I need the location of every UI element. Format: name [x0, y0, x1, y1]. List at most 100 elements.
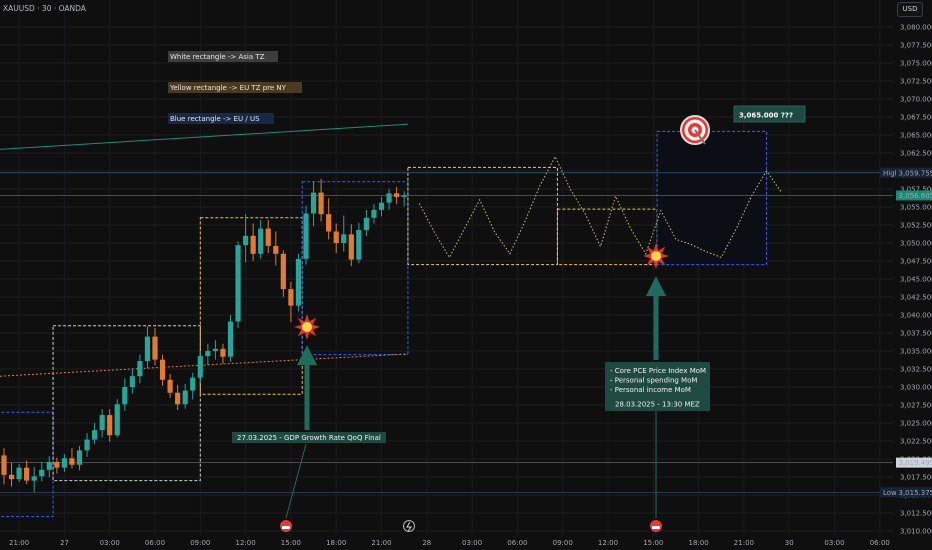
- time-tick: 12:00: [236, 539, 256, 547]
- candle-body: [378, 202, 385, 210]
- time-tick: 21:00: [9, 539, 29, 547]
- candle: [243, 214, 249, 263]
- candle: [1, 448, 7, 485]
- gdp-connector: [285, 443, 307, 519]
- candle-body: [243, 235, 249, 246]
- candle: [144, 326, 151, 369]
- low-price-tag: 3,015.375: [896, 487, 932, 498]
- currency-button[interactable]: USD: [897, 2, 923, 17]
- tag-text: 3,059.755: [899, 169, 932, 177]
- tag-text: Low: [883, 489, 897, 497]
- candle-body: [205, 351, 211, 357]
- arrow-head: [297, 345, 317, 365]
- candle: [129, 368, 135, 394]
- badge-bg: [232, 432, 386, 443]
- candle-body: [197, 356, 203, 378]
- pce-item: - Personal income MoM: [610, 386, 691, 394]
- candle-body: [167, 379, 173, 393]
- annotations: White rectangle -> Asia TZ Yellow rectang…: [168, 51, 806, 443]
- candle-body: [129, 376, 135, 387]
- gdp-annotation: 27.03.2025 - GDP Growth Rate QoQ Final: [232, 432, 386, 443]
- legend-note: Blue rectangle -> EU / US: [168, 113, 274, 124]
- target-icon: [680, 115, 710, 145]
- high-price-tag: 3,059.755: [896, 167, 932, 178]
- candle: [258, 219, 264, 259]
- candle-body: [76, 450, 83, 465]
- legend-note: Yellow rectangle -> EU TZ pre NY: [168, 82, 302, 93]
- badge-bg: [605, 362, 710, 411]
- time-tick: 27: [60, 539, 69, 547]
- time-tick: 06:00: [507, 539, 527, 547]
- arrow-head: [646, 276, 666, 296]
- white-rectangle: [52, 325, 201, 482]
- us-flag-event-icon: [650, 520, 662, 532]
- candle-body: [107, 415, 113, 436]
- candle: [386, 189, 392, 210]
- candle: [371, 204, 377, 224]
- time-tick: 12:00: [598, 539, 618, 547]
- candle-body: [122, 387, 128, 405]
- price-tick: 3,062.500: [900, 150, 932, 158]
- price-tick: 3,012.500: [900, 510, 932, 518]
- time-tick: 18:00: [689, 539, 709, 547]
- candle: [167, 374, 173, 398]
- trend-lines: [0, 123, 893, 493]
- tag-bg: [880, 487, 896, 498]
- target-annotation: 3,065.000 ???: [733, 105, 806, 123]
- badge-text: Yellow rectangle -> EU TZ pre NY: [169, 84, 287, 92]
- candle: [159, 354, 166, 386]
- time-tick: 09:00: [553, 539, 573, 547]
- price-tick: 3,025.000: [900, 420, 932, 428]
- candle-body: [84, 439, 90, 451]
- candle: [84, 433, 90, 457]
- candle-body: [54, 461, 60, 468]
- price-tick: 3,067.500: [900, 114, 932, 122]
- time-axis[interactable]: 21:00 27 03:00 06:00 09:00 12:00 15:00 18:00 21:…: [0, 536, 893, 550]
- economic-event-markers: [280, 520, 662, 532]
- candle-body: [310, 192, 317, 214]
- candle-body: [212, 348, 218, 351]
- explosion-icon: [294, 314, 320, 340]
- candle-body: [137, 361, 143, 377]
- candle: [152, 327, 158, 366]
- candle: [401, 191, 407, 207]
- candle-body: [235, 245, 241, 322]
- candle-body: [303, 213, 309, 259]
- time-tick: 15:00: [643, 539, 663, 547]
- candle: [8, 462, 15, 487]
- candle: [24, 460, 30, 485]
- candle: [250, 223, 256, 261]
- candle-body: [182, 390, 188, 405]
- candle: [31, 466, 37, 493]
- price-tick: 3,047.500: [900, 258, 932, 266]
- candle-body: [24, 467, 30, 481]
- candle-body: [152, 336, 158, 360]
- time-tick: 03:00: [462, 539, 482, 547]
- candle-body: [61, 458, 67, 468]
- price-tick: 3,032.500: [900, 366, 932, 374]
- candle-body: [273, 245, 279, 254]
- candle: [303, 205, 309, 265]
- yellow-rectangle: [556, 208, 658, 266]
- tag-bg: [880, 167, 896, 178]
- target-dart: [694, 129, 706, 145]
- lower-trend-line: [0, 353, 408, 377]
- candle-body: [371, 209, 377, 218]
- time-tick: 21:00: [371, 539, 391, 547]
- price-tick: 3,052.500: [900, 222, 932, 230]
- low-label: Low: [880, 487, 897, 498]
- time-tick: 28: [422, 539, 431, 547]
- candle: [175, 384, 181, 411]
- price-tick: 3,077.500: [900, 42, 932, 50]
- gdp-arrow: [297, 345, 317, 430]
- price-tick: 3,055.000: [900, 204, 932, 212]
- candle: [197, 351, 203, 384]
- candle: [310, 181, 317, 227]
- candle-body: [220, 348, 226, 357]
- candle: [46, 456, 52, 477]
- pce-item: - Personal spending MoM: [610, 377, 697, 385]
- candle-body: [159, 359, 166, 380]
